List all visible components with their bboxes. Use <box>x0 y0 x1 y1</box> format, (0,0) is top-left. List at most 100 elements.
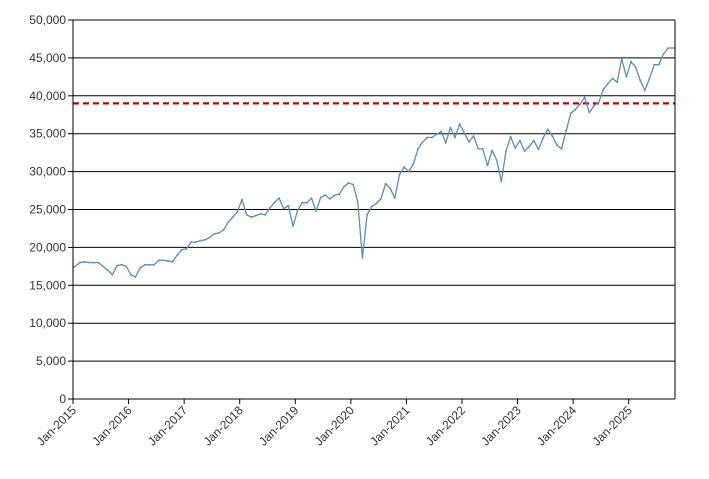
data-point-0-126 <box>657 63 660 66</box>
data-point-0-75 <box>421 141 424 143</box>
data-point-0-31 <box>217 232 220 234</box>
series-group <box>73 47 675 278</box>
y-tick-label: 25,000 <box>29 203 66 217</box>
x-tick-label: Jan-2022 <box>423 403 469 449</box>
data-point-0-4 <box>92 261 95 264</box>
data-point-0-15 <box>143 263 146 266</box>
y-tick-label: 20,000 <box>29 240 66 254</box>
data-point-0-13 <box>134 276 137 278</box>
y-tick-label: 40,000 <box>29 89 66 103</box>
data-point-0-30 <box>213 232 216 235</box>
data-point-0-74 <box>417 147 419 150</box>
data-point-0-120 <box>630 60 632 63</box>
data-point-0-93 <box>505 150 507 153</box>
data-point-0-109 <box>579 103 581 106</box>
data-point-0-39 <box>255 214 257 217</box>
data-point-0-34 <box>231 216 234 218</box>
data-point-0-52 <box>315 210 318 212</box>
data-point-0-115 <box>606 82 609 85</box>
data-point-0-119 <box>625 75 628 78</box>
data-point-0-94 <box>509 135 512 138</box>
data-point-0-17 <box>153 263 155 266</box>
data-point-0-61 <box>356 201 359 203</box>
y-tick-label: 5,000 <box>36 354 66 368</box>
data-point-0-45 <box>282 207 285 210</box>
data-point-0-78 <box>435 133 438 136</box>
data-point-0-12 <box>129 273 132 276</box>
data-point-0-92 <box>500 180 503 183</box>
data-point-0-105 <box>560 147 563 150</box>
data-point-0-3 <box>88 261 91 264</box>
data-point-0-88 <box>481 147 484 150</box>
series-line-0 <box>73 47 674 278</box>
data-point-0-24 <box>185 248 188 250</box>
x-tick-label: Jan-2023 <box>478 403 524 449</box>
data-point-0-64 <box>370 205 373 208</box>
data-point-0-1 <box>79 261 81 264</box>
data-point-0-104 <box>556 144 558 146</box>
data-point-0-59 <box>347 182 350 184</box>
data-point-0-110 <box>583 96 586 99</box>
axes <box>68 19 676 404</box>
data-point-0-71 <box>403 166 405 168</box>
data-point-0-0 <box>73 266 75 269</box>
data-point-0-16 <box>148 263 151 266</box>
data-point-0-82 <box>454 136 456 139</box>
data-point-0-51 <box>310 197 313 200</box>
data-point-0-102 <box>546 128 549 131</box>
y-tick-label: 15,000 <box>29 278 66 292</box>
data-point-0-118 <box>620 57 623 60</box>
data-point-0-40 <box>259 213 262 215</box>
data-point-0-113 <box>597 101 600 104</box>
data-point-0-106 <box>565 129 568 132</box>
data-point-0-97 <box>523 150 526 153</box>
data-point-0-35 <box>236 210 239 213</box>
data-point-0-57 <box>338 193 341 196</box>
data-point-0-29 <box>208 236 211 239</box>
data-point-0-76 <box>426 136 429 139</box>
x-tick-label: Jan-2016 <box>89 403 135 449</box>
data-point-0-43 <box>273 201 276 204</box>
y-tick-label: 30,000 <box>29 165 66 179</box>
y-tick-label: 0 <box>59 392 66 406</box>
data-point-0-23 <box>180 248 183 251</box>
data-point-0-58 <box>343 185 345 188</box>
data-point-0-99 <box>532 139 535 142</box>
x-tick-label: Jan-2020 <box>312 403 358 449</box>
y-tick-labels: 0 5,000 10,000 15,000 20,000 25,000 30,000 35,0… <box>29 13 66 406</box>
data-point-0-67 <box>384 182 387 185</box>
data-point-0-103 <box>551 135 554 137</box>
data-point-0-70 <box>398 173 401 176</box>
data-point-0-32 <box>222 229 225 231</box>
x-tick-label: Jan-2021 <box>367 403 413 449</box>
data-point-0-50 <box>305 201 308 204</box>
data-point-0-46 <box>287 204 290 207</box>
data-point-0-112 <box>593 104 595 107</box>
data-point-0-68 <box>389 187 392 190</box>
y-tick-label: 50,000 <box>29 13 66 27</box>
data-point-0-38 <box>250 216 253 218</box>
data-point-0-98 <box>528 145 531 148</box>
data-point-0-56 <box>333 194 336 196</box>
data-point-0-41 <box>264 213 267 216</box>
data-point-0-77 <box>430 136 433 139</box>
x-tick-label: Jan-2018 <box>201 403 247 449</box>
data-point-0-33 <box>227 221 230 224</box>
data-point-0-62 <box>361 257 364 259</box>
data-point-0-8 <box>111 273 114 276</box>
data-point-0-84 <box>463 132 466 134</box>
data-point-0-127 <box>662 53 665 56</box>
data-point-0-128 <box>667 47 669 49</box>
data-point-0-37 <box>245 213 248 216</box>
data-point-0-55 <box>329 197 331 200</box>
data-point-0-114 <box>602 88 605 91</box>
data-point-0-87 <box>477 147 480 150</box>
data-point-0-60 <box>352 183 355 186</box>
data-point-0-36 <box>241 198 243 201</box>
data-point-0-49 <box>301 201 304 204</box>
y-tick-label: 45,000 <box>29 51 66 65</box>
data-point-0-21 <box>171 260 174 263</box>
data-point-0-7 <box>106 269 109 272</box>
data-point-0-79 <box>440 130 443 133</box>
